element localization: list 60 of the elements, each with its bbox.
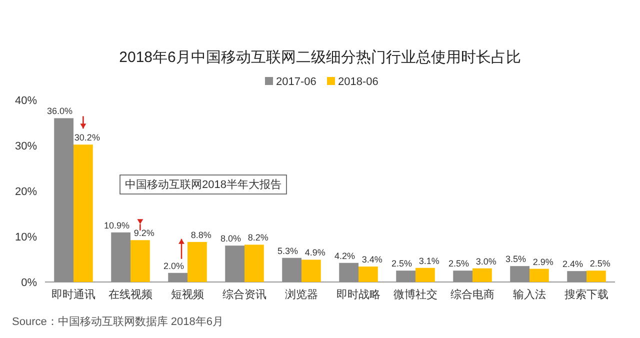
data-label: 2.0% xyxy=(164,260,184,271)
data-label: 2.4% xyxy=(562,259,584,270)
bar xyxy=(339,262,358,282)
bar xyxy=(74,144,93,282)
y-tick-label: 40% xyxy=(14,95,38,107)
bar xyxy=(530,268,549,282)
data-label: 2.5% xyxy=(590,258,610,269)
data-label: 9.2% xyxy=(134,228,154,238)
bar xyxy=(567,271,586,282)
bar xyxy=(358,266,378,282)
x-tick-label: 即时通讯 xyxy=(52,288,96,301)
bar xyxy=(244,244,264,282)
bar xyxy=(510,266,530,282)
data-label: 4.2% xyxy=(334,250,356,261)
bar xyxy=(130,240,150,282)
bar xyxy=(416,268,435,282)
x-tick-label: 搜索下载 xyxy=(564,288,608,301)
data-label: 3.1% xyxy=(418,256,440,266)
x-tick-label: 在线视频 xyxy=(108,288,152,301)
bar xyxy=(282,258,302,282)
bar xyxy=(396,270,416,282)
data-label: 2.5% xyxy=(392,258,412,269)
data-label: 30.2% xyxy=(74,132,100,143)
x-tick-label: 输入法 xyxy=(513,288,546,301)
y-tick-label: 20% xyxy=(14,186,38,198)
data-label: 5.3% xyxy=(278,246,298,256)
bar xyxy=(168,272,188,282)
y-tick-label: 10% xyxy=(14,232,38,244)
data-label: 8.0% xyxy=(220,234,242,244)
bar xyxy=(586,270,606,282)
bar xyxy=(225,246,244,282)
x-tick-label: 即时战略 xyxy=(336,288,380,301)
bar xyxy=(111,232,130,282)
legend-label: 2017-06 xyxy=(276,76,316,88)
x-tick-label: 微博社交 xyxy=(394,288,438,301)
data-label: 3.4% xyxy=(362,254,382,265)
legend-label: 2018-06 xyxy=(338,76,378,88)
chart-title: 2018年6月中国移动互联网二级细分热门行业总使用时长占比 xyxy=(119,49,521,66)
annotation: 中国移动互联网2018半年大报告 xyxy=(125,178,282,191)
bar xyxy=(302,260,321,282)
x-tick-label: 浏览器 xyxy=(285,288,318,301)
source-note: Source：中国移动互联网数据库 2018年6月 xyxy=(12,315,224,328)
data-label: 2.9% xyxy=(532,256,554,267)
y-tick-label: 0% xyxy=(21,277,38,289)
data-label: 36.0% xyxy=(47,106,73,116)
data-label: 8.2% xyxy=(248,232,268,243)
bar xyxy=(472,268,492,282)
data-label: 8.8% xyxy=(190,230,212,240)
x-tick-label: 短视频 xyxy=(171,288,204,301)
bar xyxy=(453,270,472,282)
x-tick-label: 综合电商 xyxy=(450,288,494,301)
data-label: 4.9% xyxy=(304,248,326,258)
x-tick-label: 综合资讯 xyxy=(222,288,266,301)
bar xyxy=(188,242,207,282)
data-label: 2.5% xyxy=(448,258,470,269)
data-label: 10.9% xyxy=(104,220,130,230)
y-tick-label: 30% xyxy=(14,140,38,152)
bar xyxy=(54,118,74,282)
data-label: 3.5% xyxy=(506,254,526,264)
data-label: 3.0% xyxy=(476,256,496,266)
